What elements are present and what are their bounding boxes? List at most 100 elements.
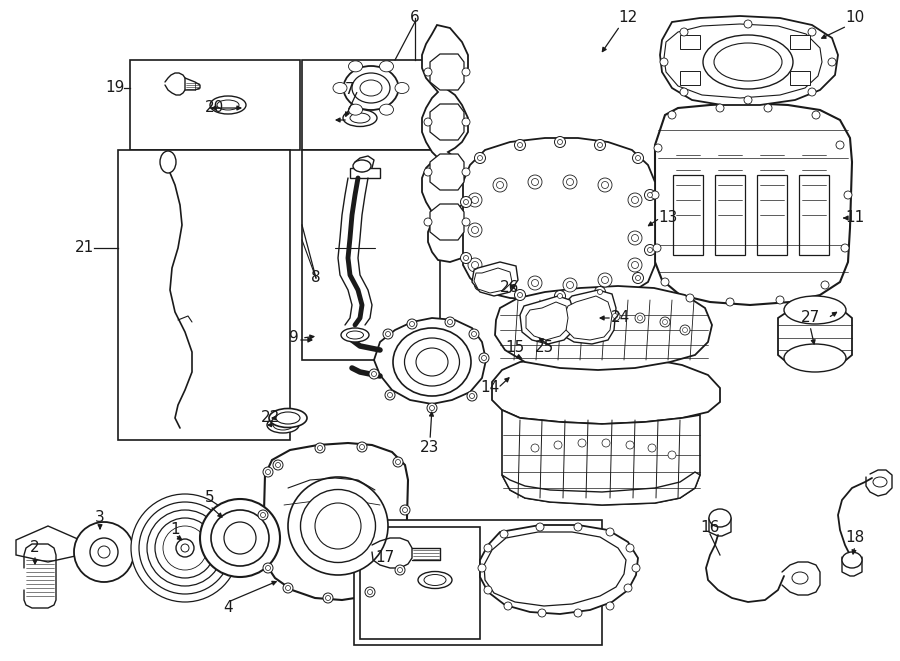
Circle shape <box>285 586 291 590</box>
Circle shape <box>812 111 820 119</box>
Circle shape <box>528 276 542 290</box>
Polygon shape <box>664 24 822 98</box>
Circle shape <box>716 104 724 112</box>
Polygon shape <box>430 204 464 240</box>
Text: 5: 5 <box>205 490 215 506</box>
Circle shape <box>668 111 676 119</box>
Circle shape <box>574 523 582 531</box>
Ellipse shape <box>224 522 256 554</box>
Circle shape <box>461 253 472 264</box>
Ellipse shape <box>873 477 887 487</box>
Polygon shape <box>502 472 700 505</box>
Ellipse shape <box>163 526 207 570</box>
Text: 15: 15 <box>506 340 525 356</box>
Circle shape <box>535 317 545 327</box>
Circle shape <box>478 155 482 161</box>
Circle shape <box>497 276 503 284</box>
Circle shape <box>626 544 634 552</box>
Circle shape <box>628 258 642 272</box>
Circle shape <box>467 391 477 401</box>
Circle shape <box>563 278 577 292</box>
Ellipse shape <box>90 538 118 566</box>
Circle shape <box>357 442 367 452</box>
Circle shape <box>367 590 373 594</box>
Circle shape <box>464 256 469 260</box>
Circle shape <box>598 273 612 287</box>
Circle shape <box>474 153 485 163</box>
Circle shape <box>844 191 852 199</box>
Circle shape <box>537 319 543 325</box>
Circle shape <box>518 293 523 297</box>
Bar <box>360 527 480 639</box>
Circle shape <box>478 564 486 572</box>
Circle shape <box>462 118 470 126</box>
Polygon shape <box>502 410 700 505</box>
Polygon shape <box>560 290 616 344</box>
Ellipse shape <box>703 35 793 89</box>
Circle shape <box>266 469 271 475</box>
Circle shape <box>462 218 470 226</box>
Ellipse shape <box>404 338 460 386</box>
Circle shape <box>266 566 271 570</box>
Circle shape <box>598 290 602 295</box>
Circle shape <box>469 329 479 339</box>
Ellipse shape <box>301 490 375 563</box>
Circle shape <box>668 451 676 459</box>
Ellipse shape <box>273 420 293 430</box>
Circle shape <box>275 463 281 467</box>
Circle shape <box>680 28 688 36</box>
Polygon shape <box>492 356 720 424</box>
Circle shape <box>369 369 379 379</box>
Polygon shape <box>480 525 638 614</box>
Circle shape <box>598 143 602 147</box>
Polygon shape <box>564 296 612 340</box>
Circle shape <box>632 564 640 572</box>
Polygon shape <box>16 526 80 562</box>
Circle shape <box>472 227 479 233</box>
Ellipse shape <box>842 552 862 568</box>
Circle shape <box>653 244 661 252</box>
Circle shape <box>628 193 642 207</box>
Circle shape <box>424 118 432 126</box>
Ellipse shape <box>333 83 347 93</box>
Circle shape <box>372 371 376 377</box>
Circle shape <box>462 68 470 76</box>
Ellipse shape <box>380 61 393 72</box>
Circle shape <box>464 200 469 204</box>
Ellipse shape <box>352 73 390 103</box>
Text: 12: 12 <box>618 11 637 26</box>
Circle shape <box>662 319 668 325</box>
Circle shape <box>808 88 816 96</box>
Circle shape <box>726 298 734 306</box>
Circle shape <box>445 317 455 327</box>
Circle shape <box>635 313 645 323</box>
Circle shape <box>841 244 849 252</box>
Circle shape <box>610 311 620 321</box>
Ellipse shape <box>217 100 239 110</box>
Ellipse shape <box>211 510 269 566</box>
Circle shape <box>613 313 617 319</box>
Circle shape <box>472 262 479 268</box>
Ellipse shape <box>147 510 223 586</box>
Circle shape <box>647 247 652 253</box>
Circle shape <box>528 175 542 189</box>
Circle shape <box>315 443 325 453</box>
Circle shape <box>482 356 487 360</box>
Circle shape <box>595 139 606 151</box>
Circle shape <box>536 523 544 531</box>
Circle shape <box>318 446 322 451</box>
Circle shape <box>776 296 784 304</box>
Circle shape <box>484 544 492 552</box>
Circle shape <box>632 235 638 241</box>
Circle shape <box>633 153 643 163</box>
Ellipse shape <box>341 328 369 342</box>
Circle shape <box>602 439 610 447</box>
Ellipse shape <box>176 539 194 557</box>
Polygon shape <box>263 443 408 600</box>
Ellipse shape <box>139 502 231 594</box>
Polygon shape <box>422 25 468 262</box>
Text: 6: 6 <box>410 11 420 26</box>
Circle shape <box>479 353 489 363</box>
Ellipse shape <box>353 160 371 172</box>
Ellipse shape <box>393 328 471 396</box>
